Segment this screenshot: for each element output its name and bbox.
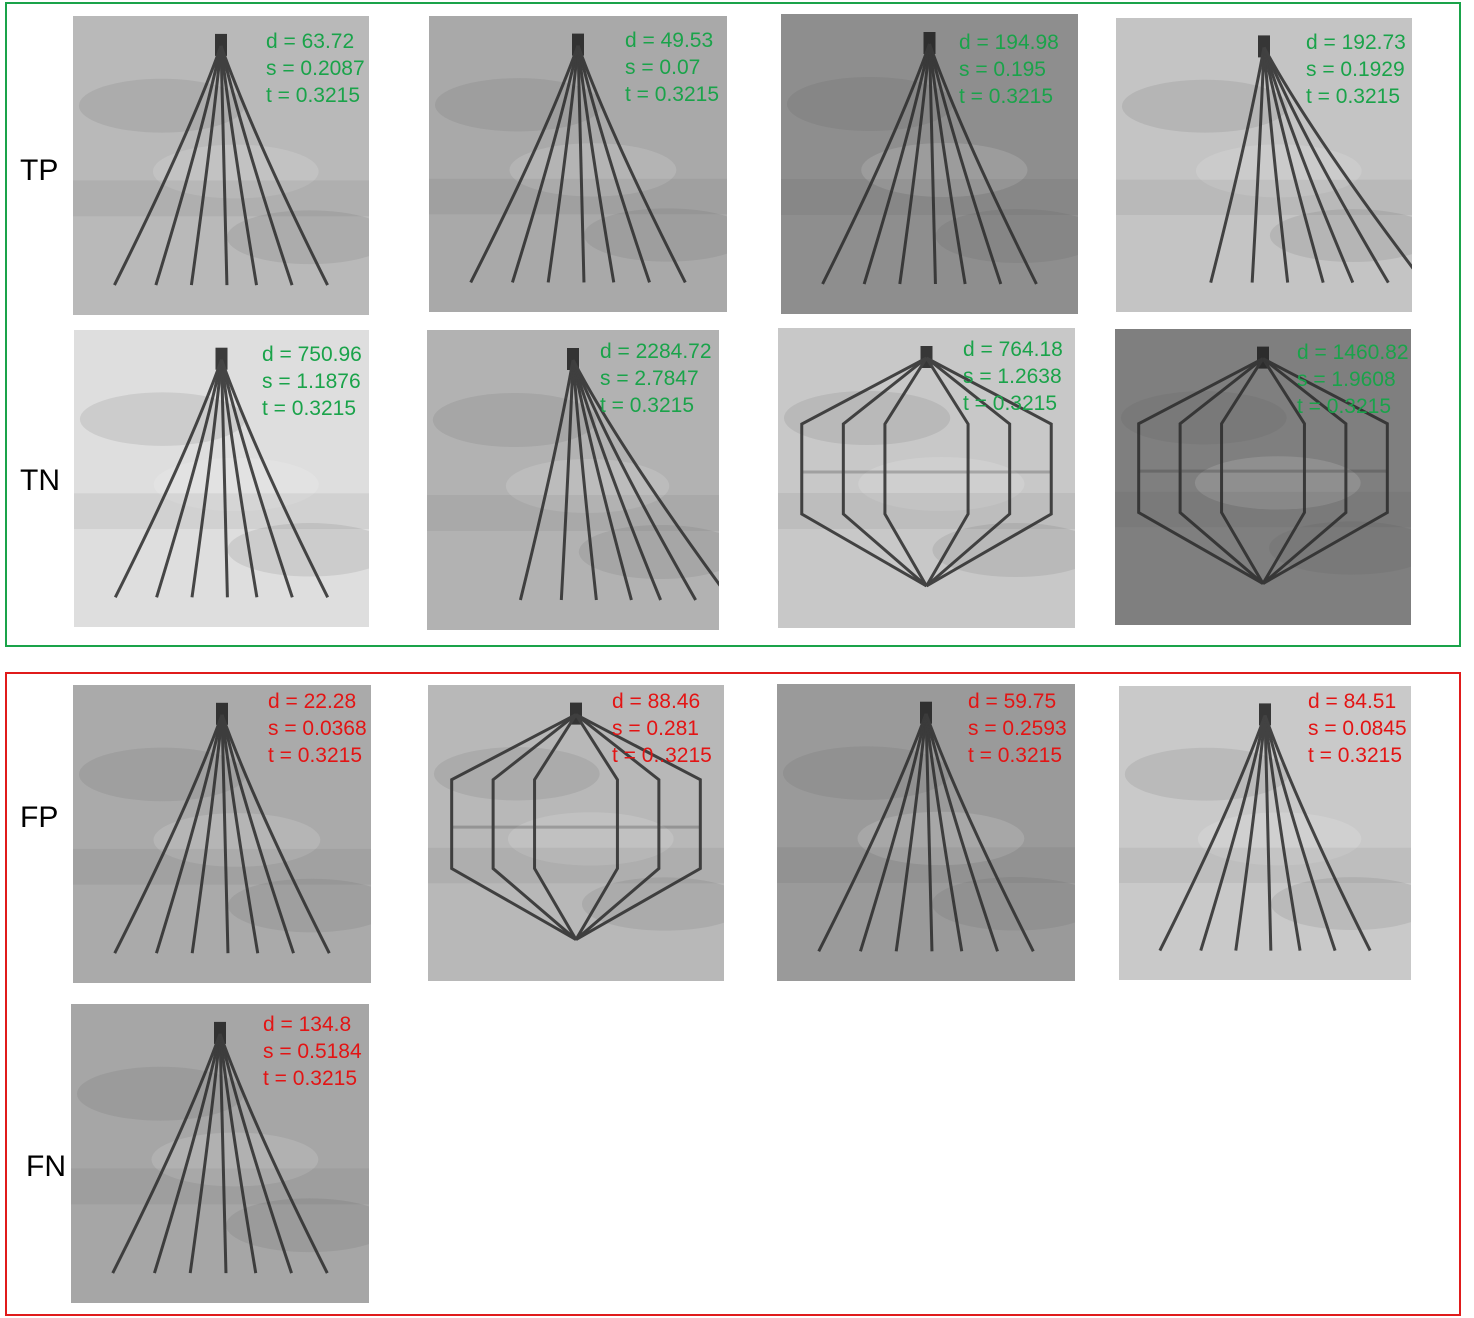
xray-image [73,685,371,983]
threshold-value: t = 0.3215 [963,392,1057,415]
metrics-overlay: d = 84.51 s = 0.0845 t = 0.3215 [1308,688,1407,769]
metrics-overlay: d = 59.75 s = 0.2593 t = 0.3215 [968,688,1067,769]
xray-image [778,328,1075,628]
score-value: s = 1.9608 [1297,368,1396,391]
metrics-overlay: d = 192.73 s = 0.1929 t = 0.3215 [1306,29,1406,110]
distance-value: d = 49.53 [625,29,714,52]
filter-sketch [111,1021,329,1274]
threshold-value: t = 0.3215 [1308,744,1402,767]
metrics-overlay: d = 750.96 s = 1.1876 t = 0.3215 [262,341,362,422]
xray-image [428,685,724,981]
distance-value: d = 192.73 [1306,31,1406,54]
metrics-overlay: d = 88.46 s = 0.281 t = 0..3215 [612,688,712,769]
xray-image [1119,686,1411,980]
xray-image [74,330,369,627]
xray-tile [73,16,369,315]
distance-value: d = 84.51 [1308,690,1397,713]
xray-image [1115,329,1411,625]
metrics-overlay: d = 49.53 s = 0.07 t = 0.3215 [625,27,719,108]
row-label-tp: TP [20,154,59,187]
threshold-value: t = 0.3215 [1297,395,1391,418]
distance-value: d = 764.18 [963,338,1063,361]
score-value: s = 0.2087 [266,57,365,80]
threshold-value: t = 0.3215 [600,394,694,417]
score-value: s = 0.0368 [268,717,367,740]
filter-sketch [817,701,1035,952]
distance-value: d = 134.8 [263,1013,352,1036]
threshold-value: t = 0.3215 [263,1067,357,1090]
false-predictions-panel [5,672,1461,1316]
xray-tile [73,685,371,983]
distance-value: d = 59.75 [968,690,1057,713]
filter-sketch [113,347,330,598]
filter-sketch [1158,703,1372,952]
xray-image [781,14,1078,314]
score-value: s = 0.195 [959,58,1046,81]
xray-tile [1116,18,1412,312]
metrics-overlay: d = 1460.82 s = 1.9608 t = 0.3215 [1297,339,1409,420]
score-value: s = 1.2638 [963,365,1062,388]
score-value: s = 0.5184 [263,1040,362,1063]
filter-sketch [113,702,331,954]
xray-tile [781,14,1078,314]
filter-sketch [1137,346,1389,585]
distance-value: d = 88.46 [612,690,701,713]
xray-image [1116,18,1412,312]
distance-value: d = 194.98 [959,31,1059,54]
xray-tile [1119,686,1411,980]
score-value: s = 0.07 [625,56,701,79]
xray-tile [71,1004,369,1303]
threshold-value: t = 0.3215 [262,397,356,420]
distance-value: d = 750.96 [262,343,362,366]
threshold-value: t = 0..3215 [612,744,712,767]
xray-tile [428,685,724,981]
filter-sketch [518,348,719,601]
xray-image [429,16,727,312]
score-value: s = 1.1876 [262,370,361,393]
filter-sketch [113,33,329,286]
threshold-value: t = 0.3215 [968,744,1062,767]
xray-image [427,330,719,630]
threshold-value: t = 0.3215 [1306,85,1400,108]
distance-value: d = 22.28 [268,690,357,713]
threshold-value: t = 0.3215 [959,85,1053,108]
filter-sketch [469,33,687,284]
metrics-overlay: d = 764.18 s = 1.2638 t = 0.3215 [963,336,1063,417]
row-label-tn: TN [20,464,60,497]
filter-sketch [450,702,702,941]
score-value: s = 0.281 [612,717,699,740]
distance-value: d = 2284.72 [600,340,712,363]
metrics-overlay: d = 2284.72 s = 2.7847 t = 0.3215 [600,338,712,419]
distance-value: d = 1460.82 [1297,341,1409,364]
metrics-overlay: d = 63.72 s = 0.2087 t = 0.3215 [266,28,365,109]
score-value: s = 0.1929 [1306,58,1405,81]
xray-tile [777,684,1075,981]
row-label-fp: FP [20,801,59,834]
score-value: s = 0.0845 [1308,717,1407,740]
threshold-value: t = 0.3215 [266,84,360,107]
filter-sketch [800,346,1053,588]
xray-image [73,16,369,315]
xray-image [71,1004,369,1303]
xray-tile [1115,329,1411,625]
metrics-overlay: d = 194.98 s = 0.195 t = 0.3215 [959,29,1059,110]
xray-tile [74,330,369,627]
xray-tile [427,330,719,630]
score-value: s = 0.2593 [968,717,1067,740]
filter-sketch [1209,35,1412,284]
distance-value: d = 63.72 [266,30,355,53]
true-predictions-panel [5,2,1461,647]
score-value: s = 2.7847 [600,367,699,390]
row-label-fn: FN [26,1150,66,1183]
metrics-overlay: d = 22.28 s = 0.0368 t = 0.3215 [268,688,367,769]
metrics-overlay: d = 134.8 s = 0.5184 t = 0.3215 [263,1011,362,1092]
xray-tile [778,328,1075,628]
threshold-value: t = 0.3215 [625,83,719,106]
xray-image [777,684,1075,981]
xray-tile [429,16,727,312]
threshold-value: t = 0.3215 [268,744,362,767]
filter-sketch [821,32,1038,285]
